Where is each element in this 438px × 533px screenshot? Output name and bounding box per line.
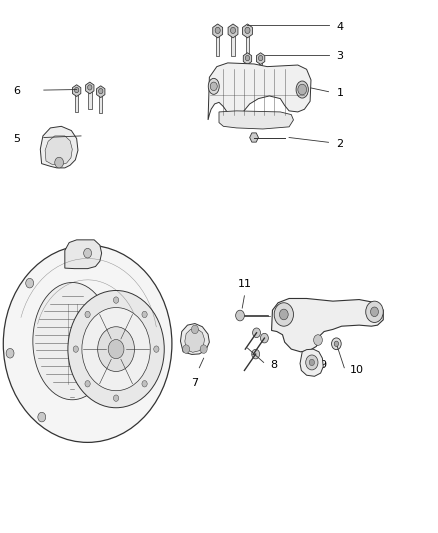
Polygon shape: [228, 24, 238, 38]
Ellipse shape: [208, 78, 219, 94]
Ellipse shape: [33, 282, 112, 400]
Text: 1: 1: [336, 88, 343, 98]
Text: 3: 3: [336, 51, 343, 61]
Polygon shape: [231, 31, 235, 56]
Text: 10: 10: [350, 366, 364, 375]
Circle shape: [55, 157, 64, 168]
Circle shape: [85, 381, 90, 387]
Polygon shape: [88, 88, 92, 109]
Text: 8: 8: [271, 360, 278, 370]
Circle shape: [98, 327, 134, 372]
Text: 6: 6: [14, 86, 21, 95]
Ellipse shape: [296, 81, 308, 98]
Circle shape: [154, 346, 159, 352]
Circle shape: [183, 345, 190, 353]
Circle shape: [85, 311, 90, 318]
Circle shape: [215, 27, 220, 34]
Circle shape: [73, 346, 78, 352]
Polygon shape: [300, 349, 323, 376]
Polygon shape: [208, 63, 311, 120]
Circle shape: [99, 88, 103, 94]
Circle shape: [332, 338, 341, 350]
Polygon shape: [72, 85, 81, 96]
Circle shape: [258, 55, 263, 61]
Text: 9: 9: [319, 360, 326, 370]
Polygon shape: [243, 53, 252, 64]
Circle shape: [309, 359, 314, 366]
Circle shape: [252, 349, 260, 359]
Circle shape: [314, 335, 322, 345]
Circle shape: [210, 82, 217, 91]
Text: 11: 11: [238, 279, 252, 289]
Polygon shape: [216, 31, 219, 56]
Circle shape: [334, 341, 339, 346]
Circle shape: [306, 355, 318, 370]
Circle shape: [108, 340, 124, 359]
Circle shape: [142, 311, 147, 318]
Circle shape: [303, 341, 308, 347]
Polygon shape: [213, 24, 223, 38]
Circle shape: [88, 85, 92, 90]
Polygon shape: [256, 53, 265, 64]
Circle shape: [200, 345, 207, 353]
Polygon shape: [272, 298, 383, 352]
Circle shape: [366, 301, 383, 322]
Circle shape: [245, 27, 250, 34]
Polygon shape: [243, 24, 252, 38]
Text: 7: 7: [191, 378, 198, 389]
Polygon shape: [65, 240, 102, 269]
Circle shape: [230, 27, 236, 34]
Circle shape: [298, 84, 307, 95]
Polygon shape: [180, 324, 209, 354]
Circle shape: [253, 328, 261, 337]
Polygon shape: [40, 126, 78, 168]
Polygon shape: [246, 59, 249, 80]
Circle shape: [68, 290, 164, 408]
Polygon shape: [45, 136, 72, 165]
Text: 5: 5: [14, 134, 21, 143]
Text: 4: 4: [336, 22, 343, 31]
Circle shape: [279, 309, 288, 320]
Circle shape: [82, 308, 150, 391]
Circle shape: [142, 381, 147, 387]
Polygon shape: [96, 86, 105, 98]
Circle shape: [84, 248, 92, 258]
Polygon shape: [185, 329, 205, 352]
Circle shape: [113, 395, 119, 401]
Circle shape: [26, 278, 34, 288]
Polygon shape: [259, 59, 262, 80]
Ellipse shape: [4, 245, 172, 442]
Circle shape: [261, 333, 268, 343]
Polygon shape: [75, 91, 78, 112]
Text: 2: 2: [336, 139, 343, 149]
Circle shape: [6, 349, 14, 358]
Polygon shape: [85, 82, 94, 94]
Circle shape: [113, 297, 119, 303]
Polygon shape: [219, 111, 293, 129]
Polygon shape: [250, 133, 258, 142]
Circle shape: [245, 55, 250, 61]
Circle shape: [191, 325, 198, 334]
Circle shape: [236, 310, 244, 321]
Circle shape: [74, 87, 79, 93]
Circle shape: [371, 307, 378, 317]
Circle shape: [38, 413, 46, 422]
Polygon shape: [99, 92, 102, 113]
Circle shape: [274, 303, 293, 326]
Polygon shape: [246, 31, 249, 56]
Circle shape: [300, 337, 311, 351]
